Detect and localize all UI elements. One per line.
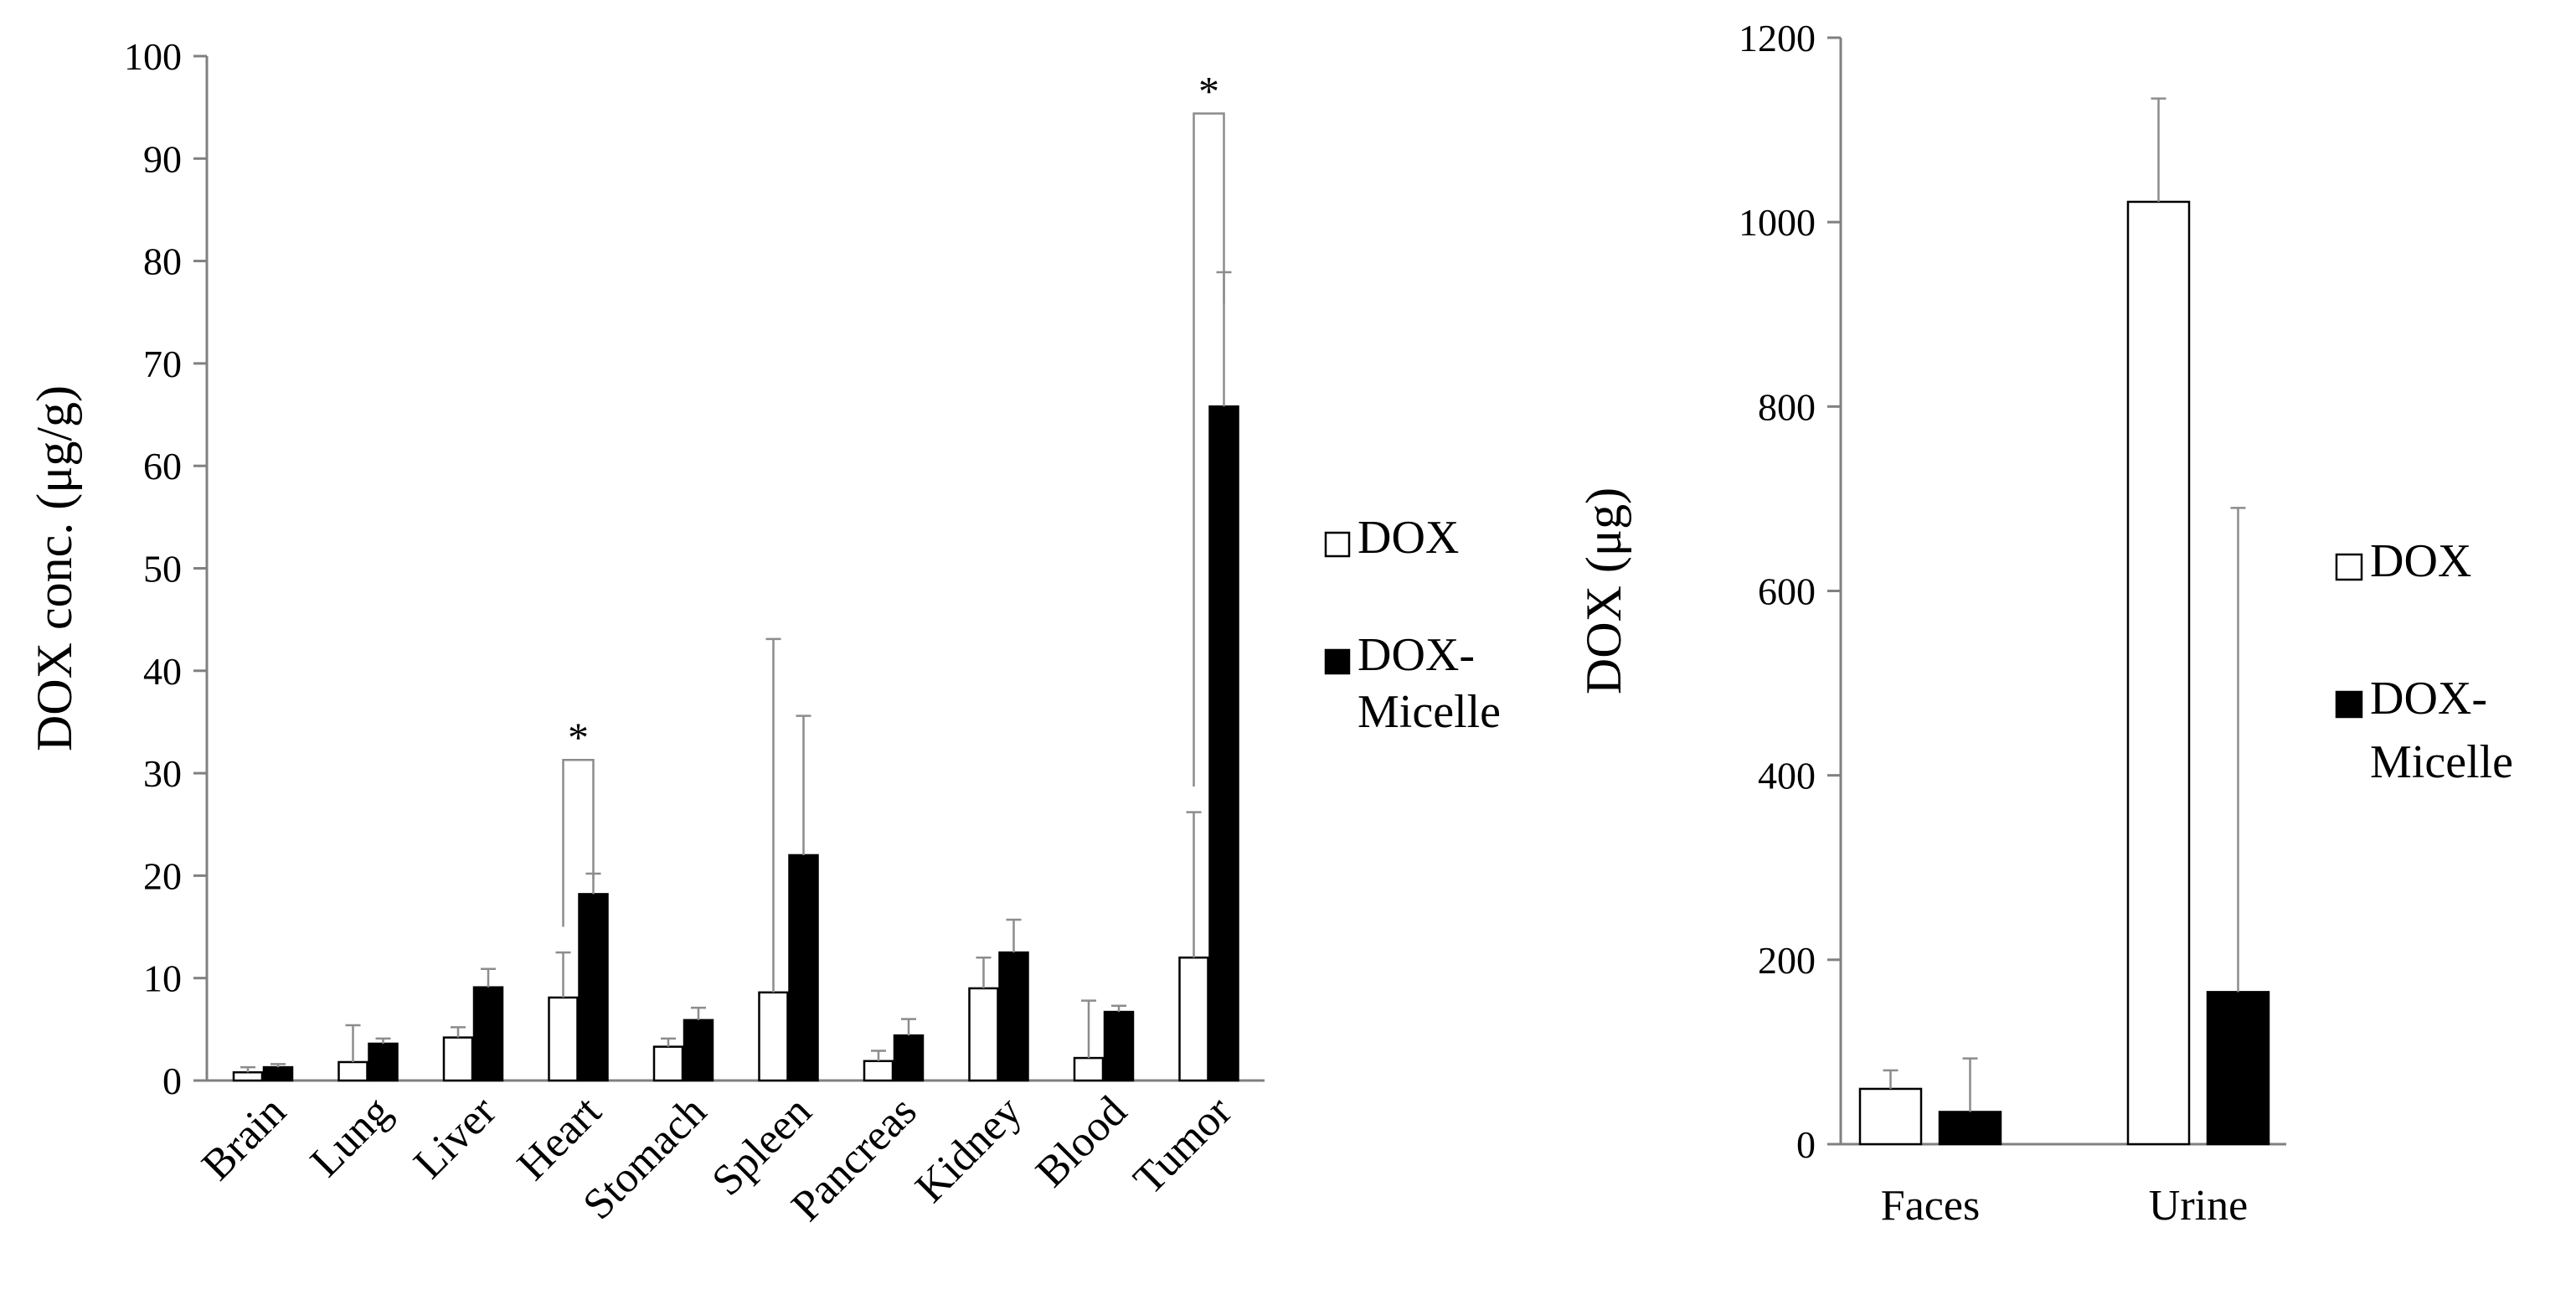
chart1-bar-dox [863, 1060, 894, 1082]
chart1-bar-micelle [578, 893, 609, 1082]
chart1-bar-micelle [1208, 405, 1239, 1082]
chart2-legend-label-micelle: DOX-Micelle [2370, 673, 2513, 788]
chart2-y-tick-label: 600 [1758, 570, 1816, 613]
chart1-bar-dox [1073, 1056, 1105, 1082]
chart1-bar-micelle [368, 1042, 399, 1082]
chart1-bar-micelle [893, 1034, 925, 1082]
chart2-y-tick-label: 800 [1758, 385, 1816, 428]
chart1-bar-micelle [683, 1019, 714, 1082]
chart1-y-axis-title: DOX conc. (μg/g) [27, 385, 82, 751]
chart1-bar-micelle [1103, 1010, 1135, 1082]
chart2-category-label: Faces [1881, 1182, 1980, 1230]
chart1-significance-marker: * [568, 714, 589, 761]
chart1-bar-dox [442, 1036, 474, 1082]
chart1-significance-bracket [562, 758, 595, 927]
chart1-significance-bracket [1193, 112, 1225, 787]
chart2-y-axis-title: DOX (μg) [1576, 487, 1631, 694]
chart1-bar-dox [1178, 956, 1209, 1082]
chart1-y-tick-label: 20 [143, 854, 182, 897]
chart2-bar-dox [2126, 200, 2191, 1146]
chart2-y-tick-label: 1000 [1739, 201, 1816, 244]
chart1-legend-label-micelle: DOX-Micelle [1358, 629, 1501, 738]
chart1-legend-swatch-micelle [1324, 648, 1351, 675]
chart1-category-label: Lung [301, 1087, 400, 1186]
chart1-y-tick-label: 80 [143, 240, 182, 283]
chart1-category-label: Blood [1027, 1087, 1136, 1196]
chart1-category-label: Tumor [1125, 1087, 1241, 1204]
chart1-legend-label-dox: DOX [1358, 512, 1459, 564]
chart1-y-tick-label: 30 [143, 752, 182, 795]
chart1-y-tick-label: 40 [143, 650, 182, 693]
chart1-bar-micelle [262, 1065, 294, 1082]
chart2-bar-dox [1858, 1087, 1923, 1146]
chart1-bar-dox [652, 1045, 684, 1082]
chart1-bar-dox [758, 991, 789, 1082]
chart2-y-tick-label: 200 [1758, 939, 1816, 982]
chart2-bar-micelle [1938, 1111, 2002, 1146]
chart2-y-tick-label: 400 [1758, 755, 1816, 797]
chart2-legend-swatch-micelle [2335, 690, 2363, 719]
chart1-category-label: Brain [193, 1087, 295, 1189]
chart1-y-tick-label: 90 [143, 137, 182, 180]
chart1-y-tick-label: 0 [162, 1060, 182, 1102]
chart1-y-tick-label: 100 [124, 35, 182, 78]
chart2-y-tick-label: 1200 [1739, 17, 1816, 59]
chart1-bar-dox [968, 987, 999, 1082]
chart1-bar-dox [548, 996, 579, 1082]
chart1-bar-micelle [472, 986, 504, 1082]
chart1-significance-marker: * [1198, 67, 1219, 114]
chart2-category-label: Urine [2149, 1182, 2248, 1230]
chart1-y-tick-label: 10 [143, 957, 182, 1000]
chart2-bar-micelle [2206, 991, 2270, 1146]
chart1-category-label: Liver [405, 1087, 506, 1188]
chart1-bar-micelle [788, 854, 819, 1082]
chart1-category-label: Kidney [906, 1087, 1031, 1212]
chart1-y-tick-label: 50 [143, 548, 182, 591]
chart1-bar-micelle [998, 951, 1029, 1082]
chart1-y-tick-label: 60 [143, 445, 182, 487]
chart2-legend-label-dox: DOX [2370, 535, 2471, 587]
chart1-bar-dox [232, 1070, 264, 1082]
chart2-legend-swatch-dox [2335, 553, 2363, 581]
chart1-y-tick-label: 70 [143, 343, 182, 385]
chart1-bar-dox [337, 1060, 368, 1082]
chart1-legend-swatch-dox [1324, 531, 1351, 558]
chart2-y-tick-label: 0 [1796, 1123, 1816, 1166]
